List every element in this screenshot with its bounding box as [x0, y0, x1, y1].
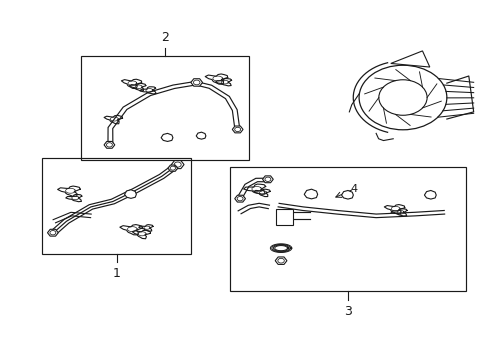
Text: 1: 1 [112, 267, 120, 280]
Polygon shape [171, 161, 183, 168]
Polygon shape [47, 229, 58, 236]
Polygon shape [196, 132, 205, 139]
Bar [81, 56, 249, 160]
Bar [42, 158, 190, 253]
Text: 4: 4 [350, 184, 357, 194]
Polygon shape [275, 257, 286, 264]
Text: 3: 3 [344, 305, 351, 318]
Polygon shape [104, 141, 115, 148]
Polygon shape [161, 134, 173, 141]
Polygon shape [234, 195, 245, 202]
Polygon shape [424, 190, 435, 199]
Bar [276, 209, 293, 225]
Polygon shape [304, 189, 317, 199]
Polygon shape [232, 126, 243, 133]
Text: 2: 2 [161, 31, 169, 44]
Bar [229, 167, 466, 291]
Polygon shape [190, 79, 202, 86]
Polygon shape [262, 176, 273, 183]
Polygon shape [167, 165, 177, 171]
Polygon shape [341, 190, 353, 199]
Polygon shape [390, 51, 429, 67]
Polygon shape [124, 190, 136, 198]
